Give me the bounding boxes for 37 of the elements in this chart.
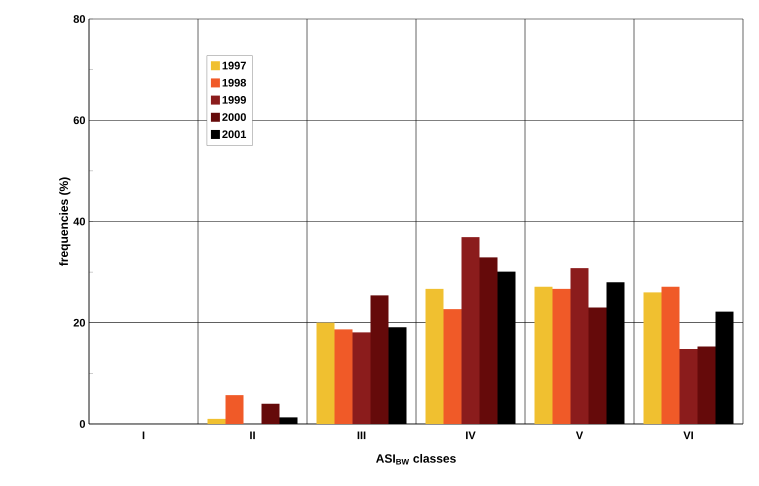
bar: [570, 268, 588, 424]
bar: [462, 237, 480, 424]
legend-label: 2001: [222, 130, 246, 138]
bar: [208, 418, 226, 424]
y-tick-label: 0: [80, 420, 86, 428]
bar: [370, 295, 389, 424]
bar: [680, 349, 698, 424]
x-tick-label: VI: [683, 432, 693, 440]
bar: [352, 332, 371, 424]
x-tick-label: I: [142, 432, 144, 440]
x-tick-label: V: [576, 432, 584, 440]
bar: [588, 308, 606, 424]
y-tick-label: 80: [74, 15, 86, 23]
y-axis-title: frequencies (%): [59, 177, 70, 266]
legend-label: 2000: [222, 113, 246, 121]
bar: [226, 395, 244, 424]
legend-label: 1997: [222, 62, 246, 70]
y-tick-label: 60: [74, 116, 86, 124]
bar: [262, 404, 280, 424]
bar: [480, 257, 498, 424]
bar: [444, 309, 462, 424]
bar: [662, 286, 680, 424]
x-tick-label: III: [358, 432, 366, 440]
x-tick-label: IV: [466, 432, 476, 440]
x-axis-title: ASI$_{BW}$ classes: [376, 454, 456, 464]
y-tick-label: 40: [73, 218, 86, 226]
bar: [698, 346, 716, 424]
bar: [552, 288, 571, 424]
bar: [334, 329, 353, 424]
legend-label: 1999: [222, 96, 246, 104]
bar: [316, 322, 335, 424]
bar: [426, 288, 444, 424]
legend-label: 1998: [222, 78, 246, 87]
bar: [644, 292, 662, 424]
y-tick-label: 20: [74, 318, 86, 327]
x-tick-label: II: [250, 432, 255, 440]
bar: [534, 286, 553, 424]
